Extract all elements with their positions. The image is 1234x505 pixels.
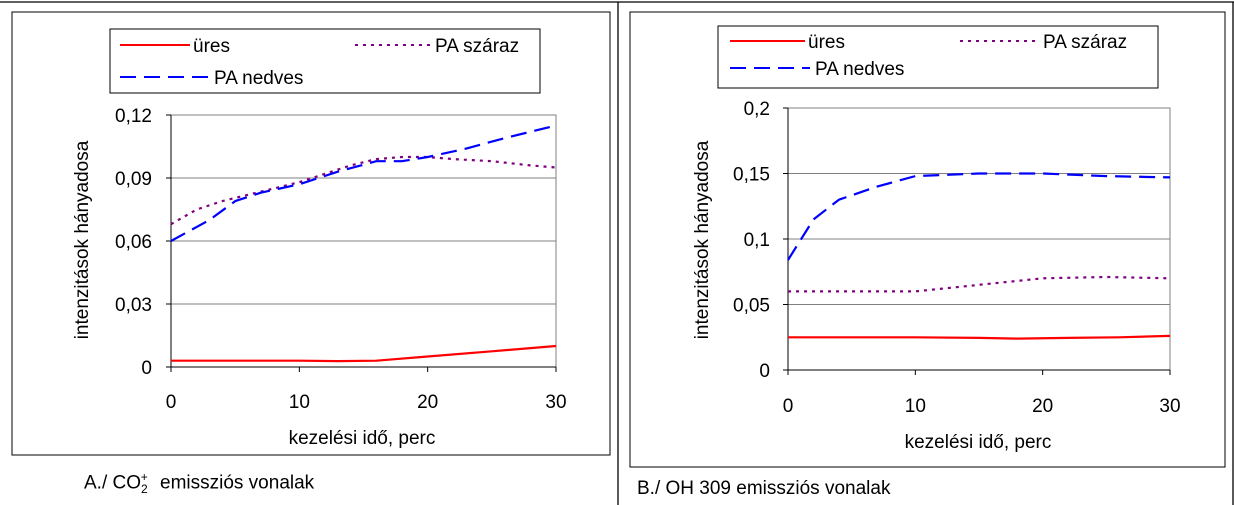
panel-b-caption: B./ OH 309 emissziós vonalak [637,478,890,500]
series-line-pa-nedves [787,172,1171,261]
x-axis-label: kezelési idő, perc [289,428,436,449]
gridlines [783,107,1171,375]
legend-entry: üres [193,36,230,57]
x-tick-labels: 0 10 20 30 [166,392,567,413]
caption-subscript: 2 [141,482,148,497]
x-tick-label: 20 [1032,396,1053,417]
series-lines [787,172,1171,340]
y-tick-label: 0,09 [115,169,152,190]
legend: üres PA száraz PA nedves [109,28,541,94]
y-tick-label: 0,05 [733,296,770,317]
series-line-pa-száraz [170,155,557,226]
x-tick-label: 30 [545,392,566,413]
legend-entry: PA nedves [815,59,904,80]
caption-prefix: A./ CO [84,472,142,494]
x-tick-label: 20 [417,392,438,413]
y-tick-label: 0,1 [744,230,770,251]
legend: üres PA száraz PA nedves [717,25,1159,89]
legend-frame [717,25,1159,89]
caption-suffix: emissziós vonalak [160,472,315,494]
series-line-üres [171,344,557,363]
x-tick-label: 30 [1159,396,1180,417]
panel-a: üres PA száraz PA nedves 0 0,03 0,06 0,09 0,12… [11,11,611,456]
legend-frame [109,28,541,94]
y-tick-labels: 0 0,03 0,06 0,09 0,12 [115,106,152,379]
series-line-pa-nedves [170,124,557,242]
series-line-üres [788,334,1171,340]
y-tick-label: 0,2 [744,99,770,120]
y-tick-label: 0,15 [733,165,770,186]
series-lines [170,124,557,363]
x-tick-label: 10 [289,392,310,413]
y-tick-label: 0,03 [115,295,152,316]
y-axis-label: intenzitások hányadosa [692,140,713,339]
chart-area-frame [11,11,611,456]
legend-entry: üres [808,32,845,53]
legend-entry: PA száraz [435,36,519,57]
y-tick-label: 0,06 [115,232,152,253]
y-tick-label: 0 [141,358,152,379]
x-tick-label: 10 [905,396,926,417]
x-tick-label: 0 [783,396,794,417]
y-axis-label: intenzitások hányadosa [72,140,93,339]
y-tick-labels: 0 0,05 0,1 0,15 0,2 [733,99,770,382]
y-tick-label: 0,12 [115,106,152,127]
x-tick-label: 0 [166,392,177,413]
panel-b: üres PA száraz PA nedves 0 0,05 0,1 0,15 0,2 0… [629,11,1226,468]
caption-text: B./ OH 309 emissziós vonalak [637,478,891,499]
legend-entry: PA száraz [1043,32,1127,53]
x-axis-label: kezelési idő, perc [905,432,1052,453]
chart-area-frame [629,11,1226,468]
y-tick-label: 0 [759,361,770,382]
series-line-pa-száraz [788,275,1171,293]
caption-superscript: + [140,470,148,484]
x-tick-labels: 0 10 20 30 [783,396,1181,417]
panel-a-caption: A./ CO2+ emissziós vonalak [84,470,314,496]
legend-entry: PA nedves [214,68,303,89]
